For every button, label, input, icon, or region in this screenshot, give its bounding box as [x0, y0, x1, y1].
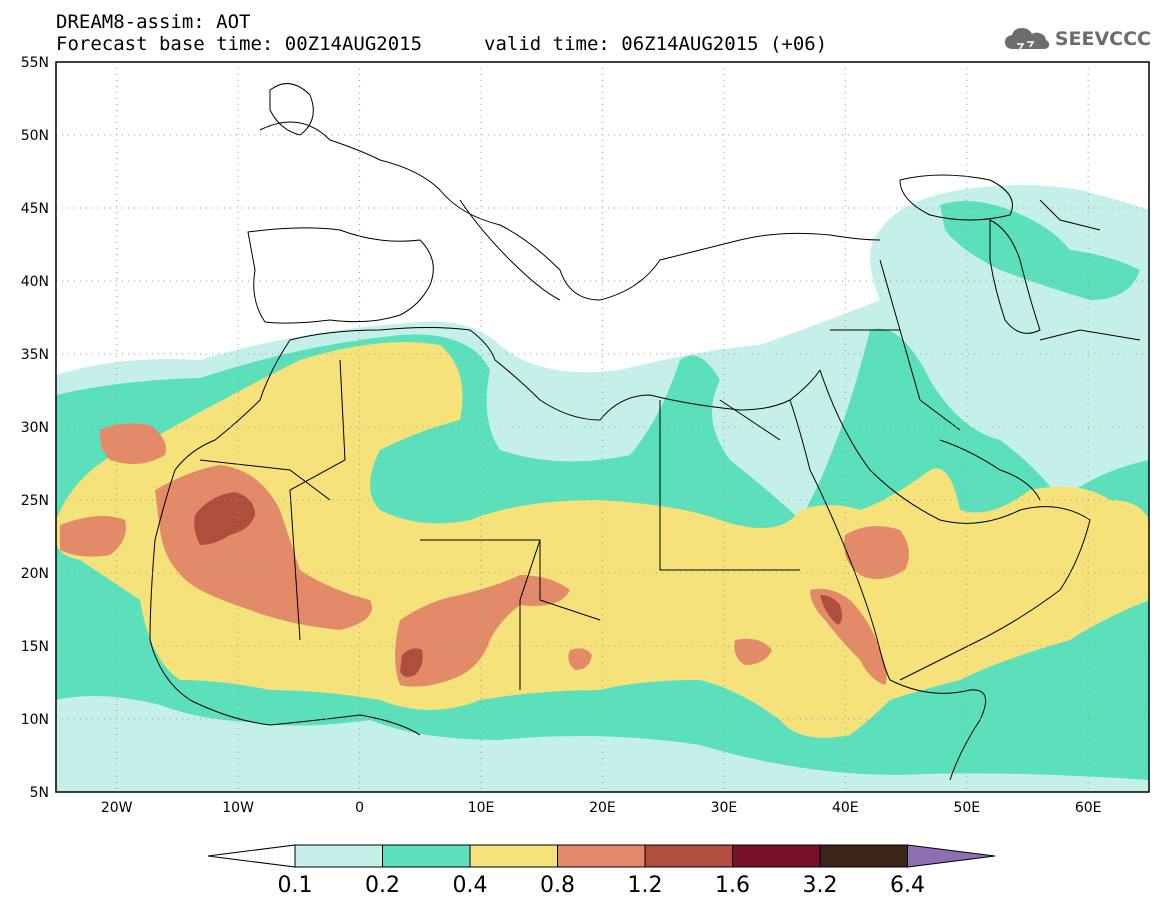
lon-axis: 20W 10W 0 10E 20E 30E 40E 50E 60E: [101, 800, 1102, 816]
lon-tick-label: 50E: [953, 800, 980, 816]
seevccc-logo: SEEVCCC: [1003, 24, 1151, 54]
lon-tick-label: 40E: [832, 800, 859, 816]
colorbar-label: 3.2: [803, 873, 838, 898]
lon-tick-label: 0: [355, 800, 364, 816]
grid: [56, 62, 1149, 792]
north-africa-coast: [289, 327, 821, 421]
colorbar-label: 0.8: [540, 873, 575, 898]
colorbar-labels: 0.1 0.2 0.4 0.8 1.2 1.6 3.2 6.4: [278, 873, 926, 898]
colorbar-segment: [469, 844, 558, 868]
colorbar-label: 1.2: [628, 873, 663, 898]
lon-tick-label: 30E: [711, 800, 738, 816]
middle-east-borders: [830, 199, 1141, 431]
lon-tick-label: 10W: [222, 800, 254, 816]
lat-tick-label: 20N: [21, 566, 49, 582]
lat-axis: 55N 50N 45N 40N 35N 30N 25N 20N 15N 10N …: [21, 55, 49, 801]
colorbar-label: 1.6: [715, 873, 750, 898]
lat-tick-label: 25N: [21, 493, 49, 509]
map-title: DREAM8-assim: AOT: [56, 11, 251, 33]
lat-tick-label: 10N: [21, 712, 49, 728]
colorbar-label: 0.2: [365, 873, 400, 898]
coastlines: [149, 83, 1141, 781]
map-frame: [55, 61, 1150, 793]
colorbar-label: 0.1: [278, 873, 313, 898]
europe-coast: [259, 121, 881, 301]
colorbar-high-arrow: [907, 844, 996, 868]
lat-tick-label: 35N: [21, 347, 49, 363]
caspian-sea: [989, 219, 1041, 334]
persian-gulf: [939, 439, 1041, 501]
lat-tick-label: 15N: [21, 639, 49, 655]
aot-band-0.8-arabia: [844, 526, 909, 579]
colorbar-label: 6.4: [890, 873, 925, 898]
uk: [269, 83, 314, 136]
aot-band-1.2-niger: [400, 648, 423, 677]
logo-text: SEEVCCC: [1054, 28, 1151, 50]
lat-tick-label: 50N: [21, 128, 49, 144]
colorbar-segment: [819, 844, 908, 868]
lat-tick-label: 30N: [21, 420, 49, 436]
aot-band-0.8-atlantic: [60, 516, 126, 557]
colorbar-segment: [557, 844, 646, 868]
lon-tick-label: 10E: [468, 800, 495, 816]
colorbar-label: 0.4: [453, 873, 488, 898]
lat-tick-label: 5N: [30, 785, 49, 801]
lon-tick-label: 20E: [589, 800, 616, 816]
lat-tick-label: 45N: [21, 201, 49, 217]
aot-band-0.8-chad: [568, 648, 592, 670]
lat-tick-label: 55N: [21, 55, 49, 71]
aot-band-1.2-mauritania: [194, 492, 255, 545]
arabia-coast: [819, 369, 1091, 681]
black-sea: [899, 174, 1013, 221]
colorbar: [207, 844, 996, 868]
aot-band-1.2-eritrea: [820, 595, 843, 625]
aot-band-0.8-sudan: [734, 638, 772, 665]
lon-tick-label: 60E: [1075, 800, 1102, 816]
forecast-base-time: Forecast base time: 00Z14AUG2015: [56, 33, 423, 55]
cloud-icon: [1004, 28, 1050, 50]
valid-time: valid time: 06Z14AUG2015 (+06): [484, 33, 828, 55]
colorbar-segment: [644, 844, 733, 868]
iberia-coast: [247, 227, 434, 324]
west-africa-coast: [149, 339, 421, 736]
sahara-borders: [199, 359, 800, 690]
italy: [459, 199, 561, 301]
red-sea: [789, 399, 891, 681]
lat-tick-label: 40N: [21, 274, 49, 290]
lon-tick-label: 20W: [101, 800, 133, 816]
aot-field: [56, 62, 1149, 792]
colorbar-segment: [382, 844, 471, 868]
aot-band-0.8-niger: [395, 575, 570, 687]
colorbar-low-arrow: [207, 844, 296, 868]
aot-band-0.8-canaries: [99, 423, 166, 464]
colorbar-segment: [732, 844, 821, 868]
colorbar-segment: [294, 844, 383, 868]
horn-of-africa: [889, 679, 987, 781]
